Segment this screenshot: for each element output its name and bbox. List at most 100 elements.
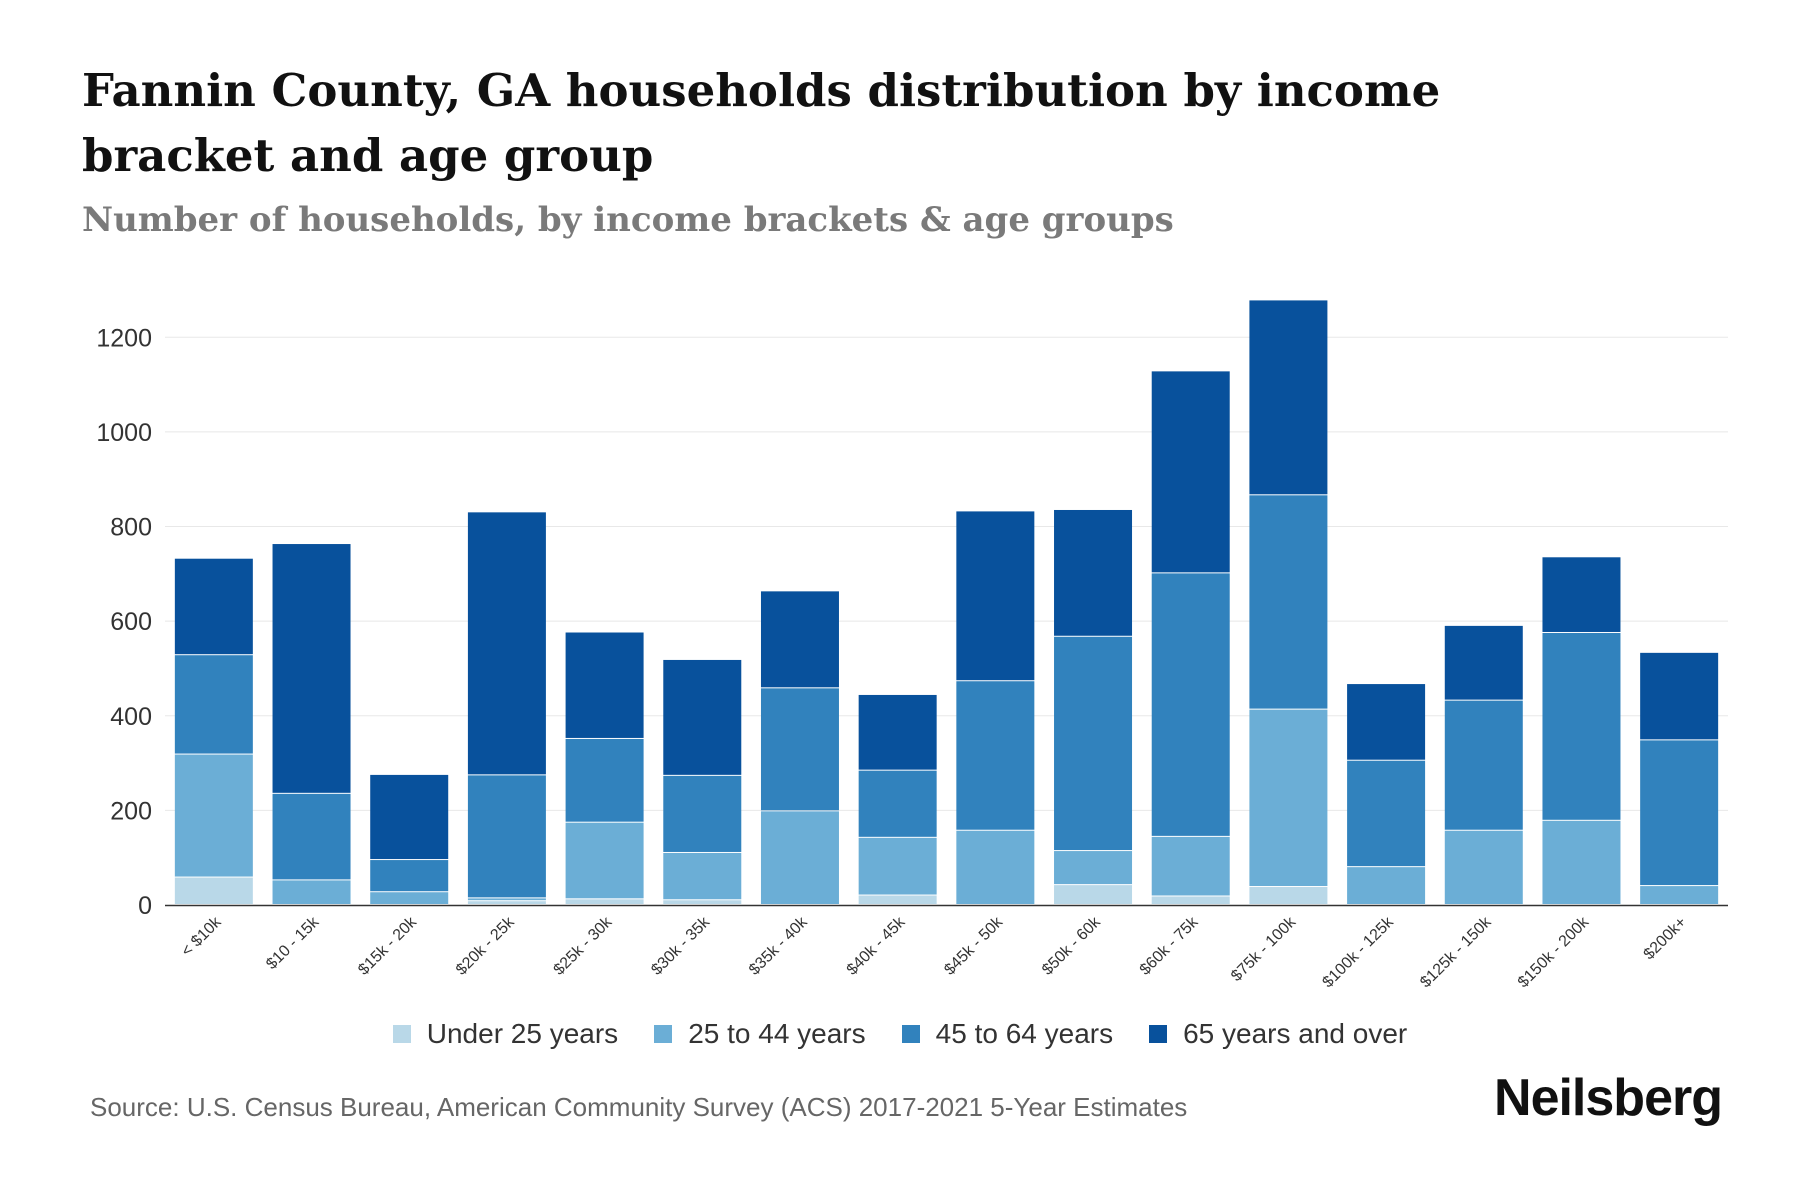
chart-subtitle: Number of households, by income brackets…: [82, 200, 1174, 240]
bar-stack: [1640, 652, 1719, 904]
bar-stack: [956, 511, 1035, 904]
x-tick-label: < $10k: [178, 913, 225, 960]
bar-segment: [1347, 684, 1426, 760]
stacked-bar-chart: 0 200 400 600 800 1000 1200 < $10k $10 - 15k $15…: [96, 300, 1728, 991]
legend: Under 25 years 25 to 44 years 45 to 64 yea…: [0, 1018, 1800, 1050]
bar-stack: [1151, 371, 1230, 904]
bar-segment: [1249, 887, 1328, 904]
bar-segment: [565, 632, 644, 738]
bar-segment: [956, 830, 1035, 904]
bar-segment: [1640, 886, 1719, 904]
legend-item: 65 years and over: [1149, 1018, 1407, 1050]
y-tick-label: 1200: [96, 324, 152, 352]
legend-swatch: [392, 1025, 411, 1043]
bar-segment: [370, 892, 449, 904]
bar-segment: [174, 558, 253, 655]
legend-item: 25 to 44 years: [654, 1018, 866, 1050]
y-tick-label: 1000: [96, 419, 152, 447]
legend-swatch: [901, 1025, 920, 1043]
legend-swatch: [1149, 1025, 1168, 1043]
bar-segment: [760, 591, 839, 688]
x-tick-label: $125k - 150k: [1417, 913, 1495, 991]
x-axis-ticks: < $10k $10 - 15k $15k - 20k $20k - 25k $25k …: [165, 904, 1728, 991]
bar-segment: [858, 837, 937, 895]
legend-label: 45 to 64 years: [935, 1018, 1114, 1049]
legend-item: 45 to 64 years: [901, 1018, 1114, 1050]
bar-segment: [1054, 885, 1133, 904]
brand-logo: Neilsberg: [1494, 1069, 1723, 1127]
bar-segment: [1054, 636, 1133, 851]
bar-stack: [1444, 625, 1523, 904]
bar-segment: [1054, 851, 1133, 885]
bar-segment: [1444, 700, 1523, 830]
bar-stack: [1542, 557, 1621, 904]
bar-segment: [565, 822, 644, 899]
bar-segment: [174, 877, 253, 904]
y-tick-label: 200: [110, 797, 152, 825]
x-tick-label: $75k - 100k: [1228, 913, 1300, 985]
bar-stack: [370, 774, 449, 904]
x-tick-label: $50k - 60k: [1039, 913, 1105, 979]
bar-segment: [467, 512, 546, 775]
bar-segment: [1542, 820, 1621, 904]
bar-segment: [1444, 830, 1523, 904]
bar-segment: [1249, 495, 1328, 709]
x-tick-label: $200k+: [1641, 914, 1690, 963]
bar-segment: [1054, 509, 1133, 636]
bars: [174, 300, 1719, 904]
bar-segment: [956, 511, 1035, 681]
bar-segment: [565, 738, 644, 822]
x-tick-label: $20k - 25k: [453, 913, 519, 979]
bar-stack: [272, 544, 351, 904]
bar-stack: [760, 591, 839, 904]
bar-segment: [1249, 300, 1328, 495]
bar-segment: [174, 754, 253, 877]
bar-segment: [370, 774, 449, 860]
bar-segment: [272, 880, 351, 904]
x-tick-label: $30k - 35k: [648, 913, 714, 979]
bar-segment: [760, 688, 839, 811]
x-tick-label: $35k - 40k: [746, 913, 812, 979]
legend-item: Under 25 years: [392, 1018, 619, 1050]
bar-segment: [272, 793, 351, 880]
legend-swatch: [654, 1025, 673, 1043]
bar-segment: [1151, 836, 1230, 896]
bar-segment: [858, 694, 937, 770]
bar-segment: [1640, 740, 1719, 886]
legend-label: 25 to 44 years: [688, 1018, 866, 1049]
bar-stack: [858, 694, 937, 904]
bar-stack: [663, 659, 742, 904]
bar-segment: [1151, 896, 1230, 904]
bar-segment: [1347, 760, 1426, 867]
bar-segment: [467, 775, 546, 898]
chart-title: Fannin County, GA households distributio…: [82, 64, 1441, 182]
bar-segment: [760, 811, 839, 904]
bar-segment: [1151, 371, 1230, 573]
y-tick-label: 400: [110, 703, 152, 731]
bar-stack: [174, 558, 253, 904]
bar-segment: [663, 900, 742, 904]
bar-segment: [1444, 625, 1523, 700]
bar-segment: [272, 544, 351, 793]
legend-label: 65 years and over: [1183, 1018, 1408, 1049]
bar-segment: [1542, 557, 1621, 632]
x-tick-label: $15k - 20k: [355, 913, 421, 979]
bar-segment: [467, 898, 546, 901]
bar-segment: [1249, 709, 1328, 887]
x-tick-label: $10 - 15k: [263, 913, 323, 973]
bar-segment: [1640, 652, 1719, 740]
bar-segment: [467, 901, 546, 904]
x-tick-label: $40k - 45k: [844, 913, 910, 979]
x-tick-label: $25k - 30k: [551, 913, 617, 979]
bar-stack: [1054, 509, 1133, 904]
legend-label: Under 25 years: [426, 1018, 619, 1049]
bar-stack: [565, 632, 644, 904]
x-tick-label: $150k - 200k: [1515, 913, 1593, 991]
bar-segment: [565, 899, 644, 904]
bar-segment: [1151, 573, 1230, 836]
x-tick-label: $100k - 125k: [1319, 913, 1397, 991]
source-note: Source: U.S. Census Bureau, American Com…: [90, 1092, 1188, 1122]
bar-segment: [174, 655, 253, 754]
bar-segment: [663, 659, 742, 775]
y-tick-label: 800: [110, 514, 152, 542]
